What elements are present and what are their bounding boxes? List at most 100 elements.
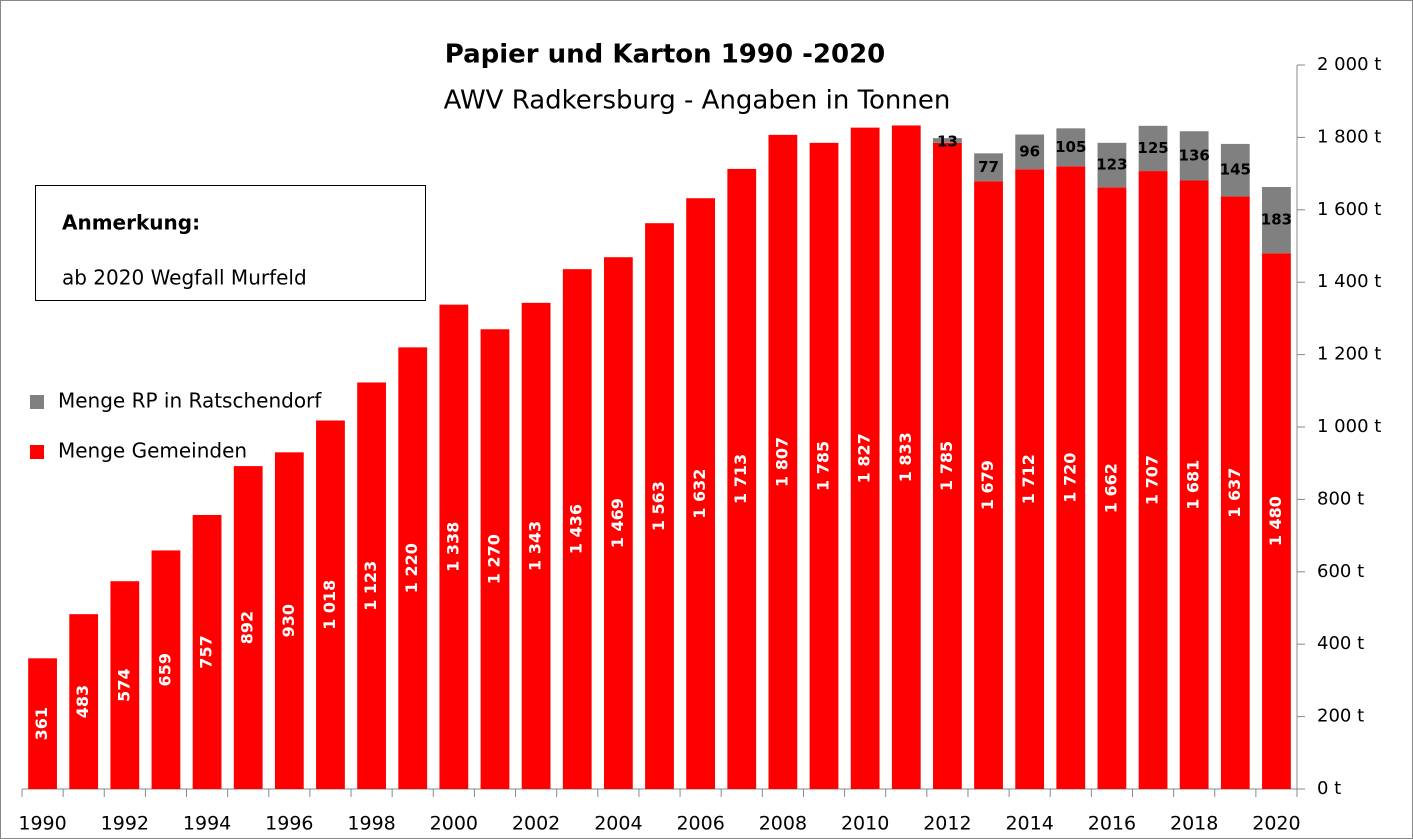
y-tick-label: 1 200 t bbox=[1317, 344, 1381, 365]
bar bbox=[1262, 253, 1291, 790]
bar-label: 574 bbox=[114, 668, 133, 701]
bar-label: 1 720 bbox=[1060, 453, 1079, 503]
bar bbox=[768, 134, 798, 790]
y-tick-label: 400 t bbox=[1317, 633, 1364, 654]
x-tick-label: 2010 bbox=[841, 813, 889, 835]
bar-label: 659 bbox=[155, 653, 174, 686]
bar bbox=[1138, 171, 1168, 790]
bar-label: 13 bbox=[937, 133, 958, 151]
bar bbox=[233, 466, 263, 789]
bar bbox=[1179, 180, 1209, 789]
bar-label: 123 bbox=[1096, 156, 1127, 174]
bar bbox=[1097, 187, 1127, 789]
x-tick-label: 2008 bbox=[759, 813, 807, 835]
annotation: ab 2020 Wegfall Murfeld bbox=[62, 266, 307, 290]
bar-label: 1 707 bbox=[1143, 455, 1162, 505]
bar bbox=[974, 181, 1003, 789]
bar-label: 1 018 bbox=[320, 580, 339, 630]
y-tick-label: 1 400 t bbox=[1317, 271, 1381, 292]
bar bbox=[1015, 134, 1045, 170]
bar bbox=[521, 302, 551, 789]
bar-label: 1 270 bbox=[484, 534, 503, 584]
bar-label: 96 bbox=[1019, 142, 1040, 160]
bar bbox=[933, 138, 962, 143]
bar-label: 77 bbox=[978, 158, 999, 176]
bar-label: 1 827 bbox=[855, 433, 874, 483]
bar bbox=[1097, 142, 1127, 188]
bar bbox=[192, 514, 222, 789]
bar-label: 1 338 bbox=[443, 522, 462, 572]
bar bbox=[151, 550, 181, 789]
x-tick-label: 1996 bbox=[265, 813, 313, 835]
bar-label: 1 123 bbox=[361, 561, 380, 611]
bar-label: 1 681 bbox=[1184, 460, 1203, 510]
bar-label: 1 785 bbox=[814, 441, 833, 491]
bar bbox=[1220, 143, 1250, 197]
y-tick-label: 200 t bbox=[1317, 706, 1364, 727]
legend-label: Menge Gemeinden bbox=[58, 439, 247, 463]
x-tick-label: 1994 bbox=[183, 813, 231, 835]
x-tick-label: 2004 bbox=[594, 813, 642, 835]
bar bbox=[28, 658, 57, 789]
x-tick-label: 2014 bbox=[1005, 813, 1053, 835]
bar-label: 136 bbox=[1179, 146, 1210, 164]
x-tick-label: 1990 bbox=[18, 813, 66, 835]
bar-label: 145 bbox=[1220, 161, 1251, 179]
bar-label: 757 bbox=[197, 635, 216, 668]
bar bbox=[1220, 196, 1250, 789]
bar-label: 1 679 bbox=[978, 460, 997, 510]
bar bbox=[603, 257, 633, 789]
bar-label: 483 bbox=[73, 685, 92, 718]
x-tick-label: 2006 bbox=[676, 813, 724, 835]
bar-label: 1 480 bbox=[1266, 496, 1285, 546]
bar bbox=[439, 304, 469, 789]
bar bbox=[1179, 131, 1209, 181]
bar-label: 1 713 bbox=[731, 454, 750, 504]
bar-label: 125 bbox=[1137, 139, 1168, 157]
bar-label: 105 bbox=[1055, 138, 1086, 156]
bar bbox=[686, 198, 716, 789]
bar-label: 1 785 bbox=[937, 441, 956, 491]
bar bbox=[562, 269, 592, 790]
bar bbox=[933, 142, 962, 789]
bar-label: 1 712 bbox=[1019, 454, 1038, 504]
bar-label: 183 bbox=[1261, 211, 1292, 229]
y-tick-label: 0 t bbox=[1317, 778, 1341, 799]
bar bbox=[1138, 125, 1168, 172]
bar-label: 1 833 bbox=[896, 432, 915, 482]
y-tick-label: 1 600 t bbox=[1317, 199, 1381, 220]
annotation: Anmerkung: bbox=[62, 211, 200, 235]
x-tick-label: 2000 bbox=[430, 813, 478, 835]
annotation-box bbox=[35, 185, 426, 301]
bar-label: 1 807 bbox=[772, 437, 791, 487]
x-tick-label: 2016 bbox=[1088, 813, 1136, 835]
bar bbox=[480, 329, 510, 789]
x-tick-label: 2020 bbox=[1252, 813, 1300, 835]
bar-label: 1 637 bbox=[1225, 468, 1244, 518]
bar-label: 1 563 bbox=[649, 481, 668, 531]
y-tick-label: 1 800 t bbox=[1317, 126, 1381, 147]
bar bbox=[398, 347, 428, 789]
bar bbox=[1015, 169, 1045, 790]
bar bbox=[1056, 128, 1086, 167]
y-tick-label: 600 t bbox=[1317, 561, 1364, 582]
bar-label: 930 bbox=[279, 604, 298, 637]
bar-label: 892 bbox=[238, 611, 257, 644]
bar-label: 1 343 bbox=[526, 521, 545, 571]
bar bbox=[727, 168, 757, 790]
x-tick-label: 1998 bbox=[347, 813, 395, 835]
bar-label: 1 632 bbox=[690, 469, 709, 519]
legend-swatch bbox=[30, 395, 44, 409]
bar-label: 1 662 bbox=[1101, 463, 1120, 513]
bar bbox=[357, 382, 386, 789]
bar-label: 361 bbox=[32, 707, 51, 740]
bar bbox=[274, 452, 304, 789]
bar-label: 1 436 bbox=[567, 504, 586, 554]
x-tick-label: 1992 bbox=[101, 813, 149, 835]
y-tick-label: 1 000 t bbox=[1317, 416, 1381, 437]
legend-label: Menge RP in Ratschendorf bbox=[58, 389, 322, 413]
bar bbox=[645, 223, 674, 790]
x-tick-label: 2018 bbox=[1170, 813, 1218, 835]
y-tick-label: 2 000 t bbox=[1317, 54, 1381, 75]
bar bbox=[891, 125, 921, 790]
